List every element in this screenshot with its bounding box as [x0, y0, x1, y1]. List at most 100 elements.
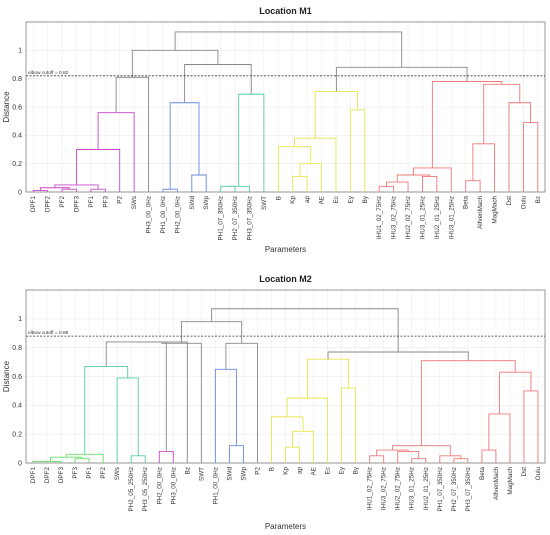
leaf-label: Beta — [479, 467, 486, 480]
leaf-label: P2 — [254, 467, 261, 475]
plot-area-frame — [25, 21, 546, 193]
leaf-label: ap — [297, 467, 304, 475]
leaf-label: Bz — [184, 467, 191, 474]
dendrogram-link — [227, 185, 250, 192]
leaf-label: SWp — [240, 467, 247, 481]
leaf-label: PH1_00_0Hz — [160, 196, 167, 233]
dendrogram-link — [523, 390, 539, 463]
leaf-label: By — [362, 195, 369, 203]
dendrogram-link — [162, 188, 178, 192]
dendrogram-link — [115, 76, 149, 192]
leaf-label: Ec — [325, 467, 332, 474]
leaf-label: By — [353, 466, 360, 474]
dendrogram-link — [481, 449, 497, 463]
dendrogram-link — [158, 451, 174, 463]
leaf-label: PH3_00_0Hz — [170, 467, 177, 504]
leaf-label: SWs — [114, 467, 121, 480]
dendrogram-link — [465, 180, 481, 192]
leaf-label: Dst — [506, 196, 513, 206]
dendrogram-link — [169, 102, 200, 190]
leaf-label: Oulu — [520, 196, 527, 210]
leaf-label: SWs — [131, 196, 138, 209]
leaf-label: IHU2_02_75Hz — [395, 467, 402, 510]
leaf-label: PH3_00_0Hz — [146, 196, 153, 233]
y-tick-label: 0 — [18, 189, 22, 196]
dendrogram-link — [50, 456, 83, 462]
dendrogram-link — [453, 458, 469, 463]
leaf-label: Beta — [463, 196, 470, 209]
dendrogram-link — [412, 167, 452, 192]
leaf-label: PF3 — [72, 467, 79, 479]
dendrogram-link — [392, 445, 451, 456]
dendrogram-link — [522, 122, 539, 192]
leaf-label: ap — [304, 196, 311, 204]
dendrogram-link — [378, 185, 395, 192]
dendrogram-link — [105, 341, 167, 452]
dendrogram-link — [161, 341, 202, 463]
leaf-label: IHU1_02_75Hz — [376, 196, 383, 239]
x-axis-label: Parameters — [265, 245, 306, 254]
leaf-label: Ec — [333, 196, 340, 203]
leaf-label: DPF1 — [30, 196, 37, 213]
dendrogram-link — [61, 188, 77, 192]
x-axis-label: Parameters — [265, 522, 306, 531]
dendrogram-link — [74, 458, 90, 463]
leaf-label: PH3_07_350Hz — [246, 196, 253, 240]
dendrogram-link — [376, 449, 409, 456]
dendrogram-link — [420, 360, 516, 446]
leaf-label: PH3_07_350Hz — [465, 467, 472, 511]
dendrogram-panel-1: 0 0.2 0.4 0.6 0.8 1 Location M1 Distance Paramet… — [2, 6, 546, 254]
leaf-label: AlfvenMach — [477, 196, 484, 229]
leaf-label: IHU3_02_75Hz — [381, 467, 388, 510]
leaf-label: SWT — [198, 467, 205, 481]
dendrogram-link — [220, 185, 236, 192]
leaf-label: PH2_07_350Hz — [451, 467, 458, 511]
leaf-label: IHU3_02_75Hz — [391, 196, 398, 239]
dendrogram-link — [130, 455, 146, 463]
leaf-label: DPF3 — [58, 467, 65, 484]
leaf-label: SWp — [203, 196, 210, 210]
y-tick-label: 0.6 — [12, 104, 22, 111]
leaf-label: Ey — [339, 466, 346, 474]
leaf-label: PH2_05_250Hz — [128, 467, 135, 511]
leaf-label: MagMach — [507, 467, 514, 495]
leaf-label: DPF1 — [30, 467, 37, 484]
dendrogram-link — [397, 451, 420, 463]
leaf-label: IHU2_02_75Hz — [405, 196, 412, 239]
leaf-label: SWd — [226, 467, 233, 481]
y-axis-label: Distance — [2, 91, 11, 123]
dendrogram-link — [299, 163, 322, 192]
dendrogram-link — [32, 461, 48, 463]
y-tick-label: 1 — [18, 48, 22, 55]
dendrogram-link — [286, 397, 329, 463]
dendrogram-link — [508, 102, 532, 192]
leaf-label: AlfvenMach — [493, 467, 500, 500]
leaf-label: Kp — [283, 467, 290, 475]
dendrogram-link — [136, 341, 188, 463]
dendrogram-link — [90, 188, 106, 192]
dendrogram-link — [335, 66, 468, 92]
dendrogram-link — [214, 368, 237, 463]
dendrogram-link — [314, 90, 359, 139]
leaf-label: P2 — [117, 196, 124, 204]
y-tick-label: 0.2 — [12, 432, 22, 439]
leaf-label: AE — [319, 196, 326, 204]
dendrogram-link — [369, 455, 385, 463]
dendrogram-link — [271, 416, 304, 463]
leaf-label: SWT — [261, 196, 268, 210]
leaf-label: DPF2 — [45, 196, 52, 213]
y-tick-label: 0.8 — [12, 345, 22, 352]
dendrogram-link — [211, 308, 399, 352]
leaf-label: AE — [311, 467, 318, 475]
leaf-label: B — [275, 196, 282, 200]
leaf-label: Dst — [521, 467, 528, 477]
leaf-label: IHU3_01_25Hz — [448, 196, 455, 239]
dendrogram-link — [181, 321, 243, 344]
dendrogram-link — [116, 377, 139, 463]
elbow-cutoff-label: elbow cutoff = 0.88 — [28, 330, 69, 336]
leaf-label: Kp — [290, 196, 297, 204]
y-tick-label: 0.2 — [12, 161, 22, 168]
dendrogram-link — [294, 137, 337, 192]
dendrogram-link — [483, 83, 521, 144]
